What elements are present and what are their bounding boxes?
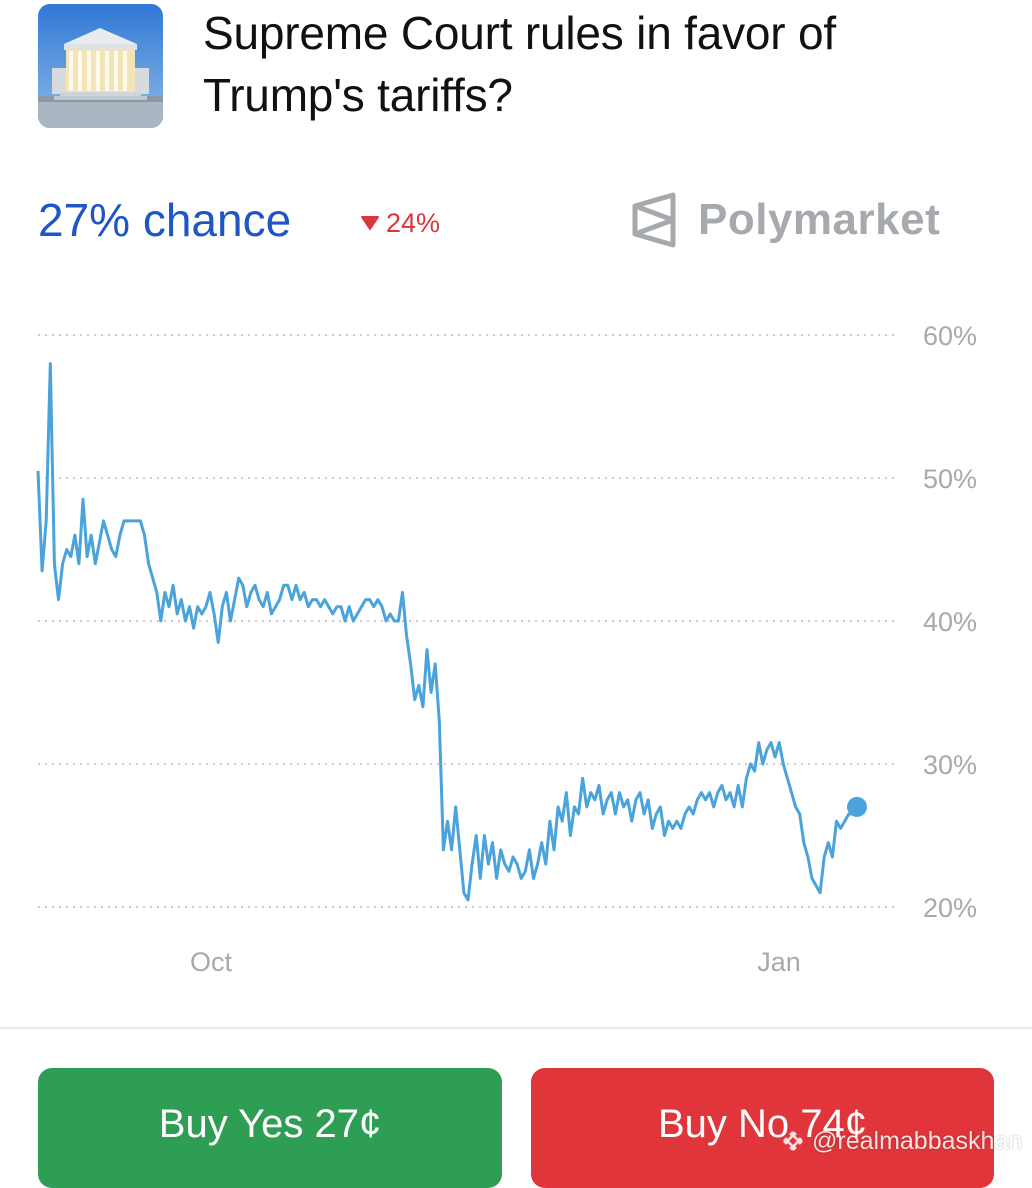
probability-chart: 60% 50% 40% 30% 20% Oct Jan (36, 321, 977, 977)
y-tick-label: 60% (923, 321, 977, 351)
change-value: 24% (386, 207, 441, 238)
binance-logo-icon (783, 1131, 803, 1151)
y-tick-label: 40% (923, 607, 977, 637)
y-tick-label: 20% (923, 893, 977, 923)
down-triangle-icon (361, 216, 379, 230)
chance-label: 27% chance (38, 194, 292, 246)
brand-name: Polymarket (698, 195, 941, 244)
change-indicator: 24% (360, 206, 440, 240)
current-point-marker (847, 796, 867, 817)
x-tick-label: Oct (190, 947, 233, 977)
series-line (36, 362, 859, 902)
y-tick-label: 50% (923, 464, 977, 494)
buy-yes-label: Buy Yes 27¢ (158, 1102, 382, 1146)
x-tick-label: Jan (757, 947, 801, 977)
divider (0, 1027, 1032, 1029)
supreme-court-building-image (38, 4, 163, 128)
watermark: @realmabbaskhan (780, 1124, 1022, 1158)
polymarket-logo-icon (632, 192, 676, 248)
watermark-text: @realmabbaskhan (812, 1126, 1023, 1155)
market-thumbnail (38, 4, 163, 128)
buy-yes-button[interactable]: Buy Yes 27¢ (38, 1068, 502, 1188)
brand: Polymarket (630, 190, 940, 250)
y-tick-label: 30% (923, 750, 977, 780)
buy-no-label: Buy No 74¢ (657, 1102, 868, 1146)
market-title: Supreme Court rules in favor of Trump's … (203, 7, 836, 121)
